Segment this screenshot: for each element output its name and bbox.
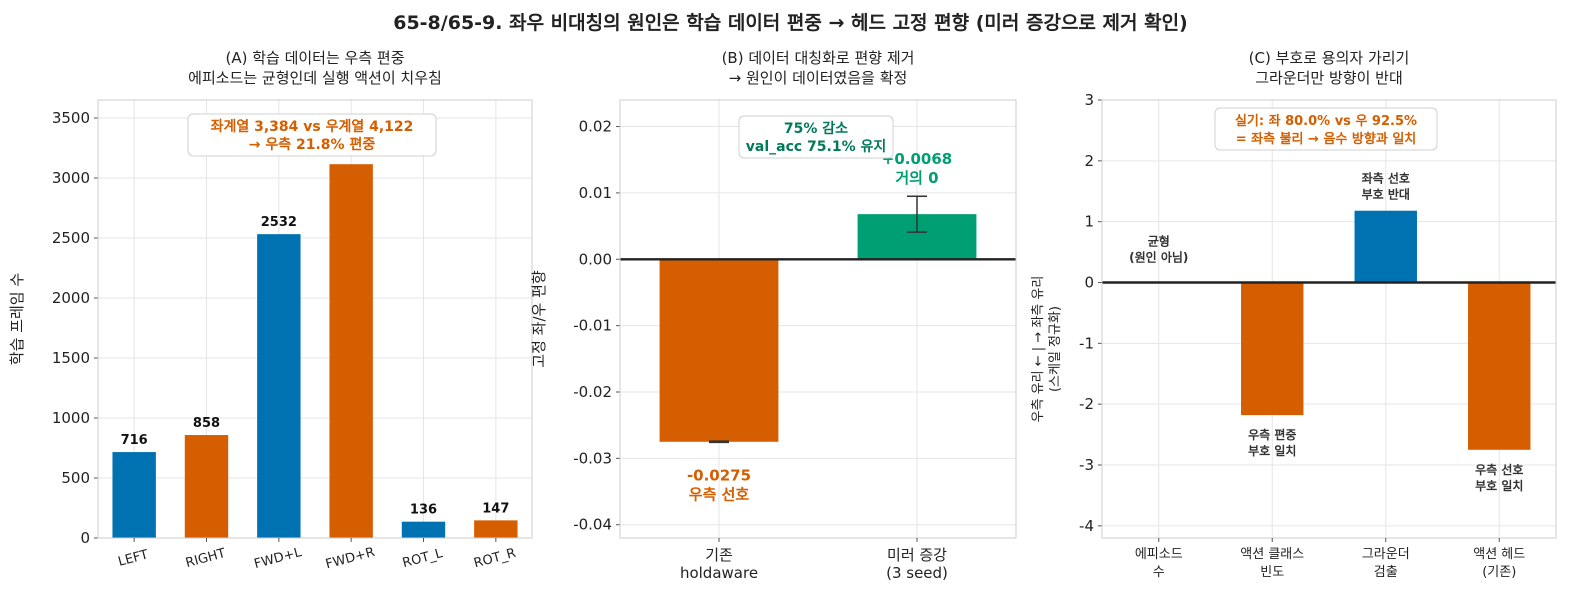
panel-b-title-line1: (B) 데이터 대칭화로 편향 제거 xyxy=(721,49,915,67)
p0-xtick-label: FWD+L xyxy=(253,545,304,572)
p2-ytick-label: 1 xyxy=(1084,213,1094,231)
p2-value-label: 부호 일치 xyxy=(1248,443,1296,458)
panel-c-title: (C) 부호로 용의자 가리기 그라운더만 방향이 반대 xyxy=(1102,48,1556,88)
p0-bar xyxy=(474,520,518,538)
p2-value-label: 균형 xyxy=(1148,234,1170,249)
p0-value-label: 716 xyxy=(121,433,148,448)
p0-ytick-label: 3000 xyxy=(52,169,90,187)
p0-ytick-label: 2000 xyxy=(52,289,90,307)
p0-xtick-label: ROT_L xyxy=(401,546,445,571)
p1-value-label: 우측 선호 xyxy=(689,485,750,503)
p0-ytick-label: 1500 xyxy=(52,349,90,367)
panel-b-title-line2: → 원인이 데이터였음을 확정 xyxy=(728,69,908,87)
p2-value-label: 부호 반대 xyxy=(1362,187,1410,202)
p2-annotation-text: 실기: 좌 80.0% vs 우 92.5% xyxy=(1235,113,1417,129)
p2-ytick-label: -2 xyxy=(1079,395,1094,413)
p0-annotation-text: → 우측 21.8% 편중 xyxy=(249,136,376,153)
p0-annotation-box xyxy=(187,113,437,157)
p2-bar xyxy=(1241,282,1304,416)
p1-ytick-label: -0.01 xyxy=(573,317,612,335)
p2-ytick-label: -4 xyxy=(1079,517,1094,535)
p2-xtick-label: 에피소드 xyxy=(1135,547,1183,562)
p0-bar xyxy=(112,452,156,538)
figure-title: 65-8/65-9. 좌우 비대칭의 원인은 학습 데이터 편중 → 헤드 고정… xyxy=(393,12,1188,34)
p1-ytick-label: -0.02 xyxy=(573,383,612,401)
p2-ylabel-line: 우측 유리 ← | → 좌측 유리 xyxy=(1031,276,1046,423)
p0-ytick-label: 500 xyxy=(61,469,90,487)
p0-xtick-label: RIGHT xyxy=(184,546,227,571)
p2-bar xyxy=(1354,210,1417,283)
p1-xtick-label: 기존 xyxy=(705,546,733,564)
p1-ytick-label: 0.00 xyxy=(579,250,612,268)
p0-xtick-label: ROT_R xyxy=(472,546,517,572)
p2-ytick-label: 0 xyxy=(1084,274,1094,292)
p1-annotation-box xyxy=(738,115,894,159)
p2-xtick-label: 검출 xyxy=(1374,565,1398,580)
p2-ytick-label: 3 xyxy=(1084,91,1094,109)
panel-c-title-line2: 그라운더만 방향이 반대 xyxy=(1255,69,1403,87)
p2-annotation-box xyxy=(1214,107,1438,151)
p2-xtick-label: 그라운더 xyxy=(1362,547,1410,562)
p1-xtick-label: (3 seed) xyxy=(886,564,948,582)
panel-a-title: (A) 학습 데이터는 우측 편중 에피소드는 균형인데 실행 액션이 치우침 xyxy=(98,48,532,88)
p2-value-label: 좌측 선호 xyxy=(1362,171,1410,186)
panel-c-title-line1: (C) 부호로 용의자 가리기 xyxy=(1248,49,1410,67)
p0-ytick-label: 3500 xyxy=(52,109,90,127)
p2-xtick-label: 액션 클래스 xyxy=(1240,547,1304,562)
p0-xtick-label: LEFT xyxy=(117,547,151,569)
p2-ytick-label: -1 xyxy=(1079,334,1094,352)
p2-axes-frame xyxy=(1101,99,1557,539)
p1-value-label: 거의 0 xyxy=(895,169,938,187)
p0-bar xyxy=(329,164,373,538)
p1-annotation-text: val_acc 75.1% 유지 xyxy=(746,139,887,155)
p1-value-label: -0.0275 xyxy=(687,466,751,484)
p0-axes-frame xyxy=(97,99,533,539)
p0-bar xyxy=(257,234,301,538)
p0-bar xyxy=(184,435,229,538)
p1-ylabel: 고정 좌/우 편향 xyxy=(530,270,548,368)
p0-ytick-label: 0 xyxy=(80,529,90,547)
p1-bar xyxy=(659,259,779,442)
p0-ytick-label: 2500 xyxy=(52,229,90,247)
p0-ylabel: 학습 프레임 수 xyxy=(8,273,26,365)
p1-ytick-label: -0.03 xyxy=(573,449,612,467)
p0-value-label: 136 xyxy=(410,503,437,518)
panel-a-title-line2: 에피소드는 균형인데 실행 액션이 치우침 xyxy=(188,69,442,87)
p1-xtick-label: 미러 증강 xyxy=(887,546,947,564)
p2-bar xyxy=(1468,282,1531,450)
p0-annotation-text: 좌계열 3,384 vs 우계열 4,122 xyxy=(211,118,414,135)
p2-xtick-label: 액션 헤드 xyxy=(1473,547,1525,562)
p0-value-label: 858 xyxy=(193,416,220,431)
p2-value-label: (원인 아님) xyxy=(1129,250,1188,265)
p2-ytick-label: -3 xyxy=(1079,456,1094,474)
p2-xtick-label: 빈도 xyxy=(1260,565,1284,580)
p2-xtick-label: 수 xyxy=(1153,565,1165,580)
p1-xtick-label: holdaware xyxy=(680,564,758,582)
p0-xtick-label: FWD+R xyxy=(324,545,376,573)
p0-value-label: 147 xyxy=(482,501,509,516)
p2-ylabel-line: (스케일 정규화) xyxy=(1048,306,1063,392)
panel-a-title-line1: (A) 학습 데이터는 우측 편중 xyxy=(225,49,405,67)
p2-value-label: 부호 일치 xyxy=(1475,478,1523,493)
p1-ytick-label: 0.02 xyxy=(579,118,612,136)
p1-ytick-label: -0.04 xyxy=(573,516,612,534)
p2-value-label: 우측 편중 xyxy=(1248,427,1296,442)
p1-annotation-text: 75% 감소 xyxy=(784,120,848,137)
p2-annotation-text: = 좌측 불리 → 음수 방향과 일치 xyxy=(1236,131,1417,147)
p0-ytick-label: 1000 xyxy=(52,409,90,427)
p0-value-label: 2532 xyxy=(261,215,297,230)
p0-bar xyxy=(401,521,446,538)
p1-ytick-label: 0.01 xyxy=(579,184,612,202)
p1-value-label: +0.0068 xyxy=(882,150,952,168)
p2-xtick-label: (기존) xyxy=(1482,565,1516,580)
p1-axes-frame xyxy=(619,99,1017,539)
p2-value-label: 우측 선호 xyxy=(1475,462,1523,477)
panel-b-title: (B) 데이터 대칭화로 편향 제거 → 원인이 데이터였음을 확정 xyxy=(620,48,1016,88)
p2-ytick-label: 2 xyxy=(1084,152,1094,170)
